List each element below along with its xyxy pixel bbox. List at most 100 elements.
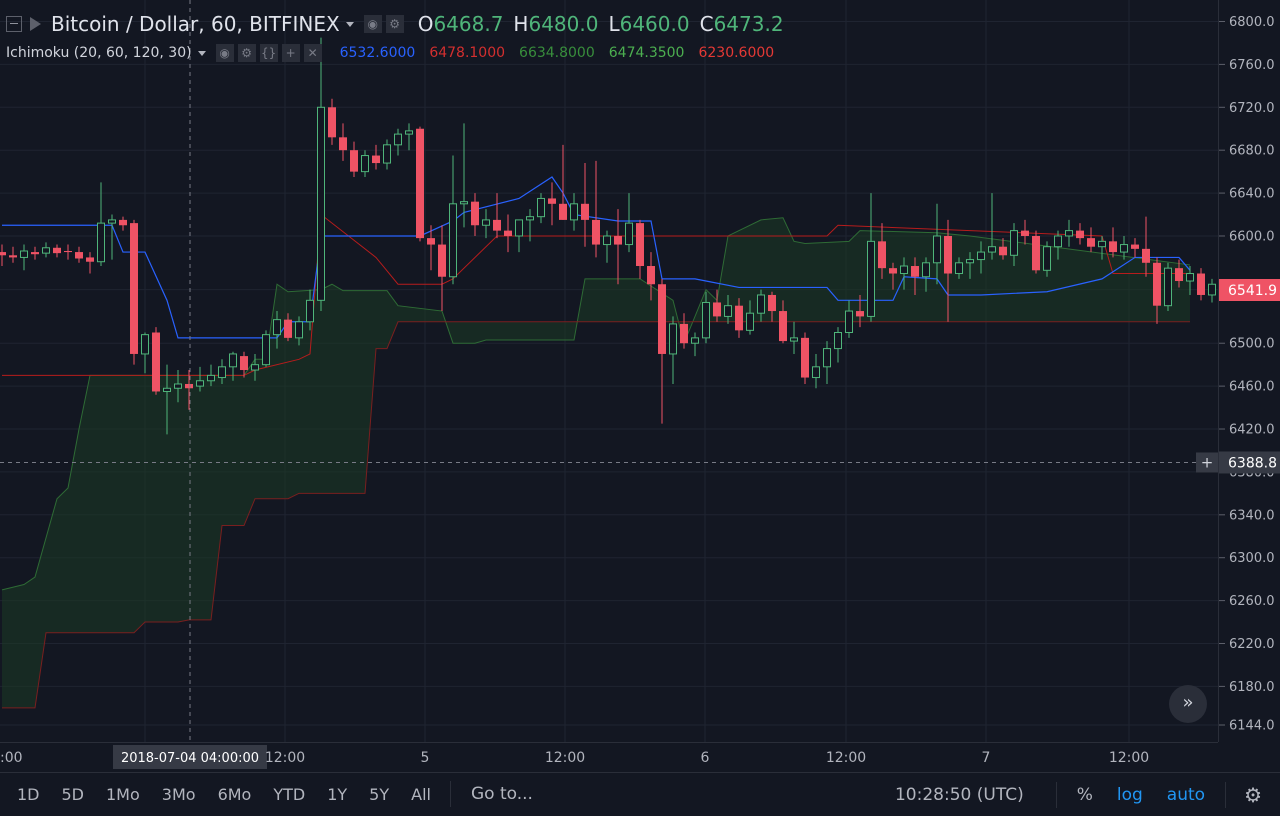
candle[interactable]: [97, 182, 105, 267]
candle[interactable]: [493, 193, 501, 239]
candle[interactable]: [273, 311, 281, 349]
candle[interactable]: [647, 252, 655, 301]
double-chevron-right-icon[interactable]: »: [1169, 685, 1207, 723]
candle[interactable]: [405, 123, 413, 151]
candle[interactable]: [130, 219, 138, 365]
candle[interactable]: [262, 330, 270, 367]
auto-toggle[interactable]: auto: [1166, 784, 1206, 805]
candle[interactable]: [1208, 278, 1216, 303]
candlestick-chart[interactable]: +: [0, 0, 1227, 742]
candle[interactable]: [1175, 259, 1183, 288]
candle[interactable]: [504, 214, 512, 253]
candle[interactable]: [955, 257, 963, 279]
period-ytd[interactable]: YTD: [273, 784, 306, 804]
candle[interactable]: [812, 353, 820, 389]
candle[interactable]: [592, 160, 600, 258]
source-icon[interactable]: {}: [259, 44, 278, 62]
chart-pane[interactable]: + Bitcoin / Dollar, 60, BITFINEX ◉ ⚙ O 64…: [0, 0, 1227, 742]
candle[interactable]: [977, 241, 985, 274]
candle[interactable]: [713, 289, 721, 322]
candle[interactable]: [889, 262, 897, 290]
gear-icon[interactable]: ⚙: [237, 44, 256, 62]
candle[interactable]: [735, 298, 743, 338]
candle[interactable]: [383, 139, 391, 170]
candle[interactable]: [526, 209, 534, 242]
candle[interactable]: [911, 257, 919, 295]
minus-square-icon[interactable]: [6, 16, 22, 32]
candle[interactable]: [64, 244, 72, 260]
period-all[interactable]: All: [411, 784, 431, 804]
utc-clock[interactable]: 10:28:50 (UTC): [894, 784, 1024, 805]
time-axis[interactable]: :00 2018-07-04 04:00:00 12:00 5 12:00 6 12:00 7…: [0, 742, 1218, 772]
period-1y[interactable]: 1Y: [327, 784, 348, 804]
flag-icon[interactable]: [30, 17, 41, 31]
candle[interactable]: [614, 209, 622, 285]
percent-toggle[interactable]: %: [1076, 784, 1093, 805]
candle[interactable]: [119, 216, 127, 231]
plus-icon[interactable]: +: [281, 44, 300, 62]
candle[interactable]: [86, 252, 94, 274]
candle[interactable]: [988, 193, 996, 260]
candle[interactable]: [251, 353, 259, 381]
candle[interactable]: [53, 244, 61, 258]
candle[interactable]: [1032, 230, 1040, 274]
candle[interactable]: [416, 126, 424, 242]
price-axis[interactable]: 6800.06760.06720.06680.06640.06600.06550…: [1218, 0, 1280, 742]
candle[interactable]: [1043, 241, 1051, 277]
candle[interactable]: [152, 327, 160, 395]
candle[interactable]: [174, 370, 182, 403]
candle[interactable]: [339, 123, 347, 161]
period-6mo[interactable]: 6Mo: [217, 784, 252, 804]
candle[interactable]: [537, 193, 545, 224]
candle[interactable]: [867, 193, 875, 322]
candle[interactable]: [1098, 235, 1106, 260]
candle[interactable]: [944, 219, 952, 322]
eye-icon[interactable]: ◉: [363, 15, 382, 33]
candle[interactable]: [603, 230, 611, 263]
candle[interactable]: [471, 193, 479, 236]
candle[interactable]: [1076, 223, 1084, 245]
candle[interactable]: [229, 351, 237, 381]
candle[interactable]: [746, 300, 754, 335]
candle[interactable]: [163, 364, 171, 435]
chevron-down-icon[interactable]: [345, 21, 354, 27]
candle[interactable]: [284, 313, 292, 342]
period-3mo[interactable]: 3Mo: [161, 784, 196, 804]
candle[interactable]: [1153, 257, 1161, 324]
candle[interactable]: [1142, 216, 1150, 277]
candle[interactable]: [1010, 223, 1018, 267]
candle[interactable]: [108, 214, 116, 260]
candle[interactable]: [757, 289, 765, 322]
candle[interactable]: [834, 327, 842, 363]
candle[interactable]: [482, 209, 490, 239]
candle[interactable]: [218, 359, 226, 384]
candle[interactable]: [801, 332, 809, 384]
period-1d[interactable]: 1D: [17, 784, 40, 804]
candle[interactable]: [1065, 219, 1073, 247]
crosshair-add-bg[interactable]: [1196, 452, 1218, 473]
candle[interactable]: [1131, 238, 1139, 258]
candle[interactable]: [845, 300, 853, 338]
candle[interactable]: [1054, 230, 1062, 260]
candle[interactable]: [317, 37, 325, 312]
indicator-name[interactable]: Ichimoku (20, 60, 120, 30): [6, 45, 192, 61]
candle[interactable]: [1164, 262, 1172, 312]
candle[interactable]: [460, 123, 468, 228]
chevron-down-icon[interactable]: [197, 50, 206, 56]
log-toggle[interactable]: log: [1116, 784, 1143, 805]
candle[interactable]: [1087, 227, 1095, 253]
candle[interactable]: [999, 238, 1007, 260]
candle[interactable]: [372, 144, 380, 170]
candle[interactable]: [9, 246, 17, 263]
candle[interactable]: [196, 366, 204, 392]
candle[interactable]: [515, 219, 523, 253]
candle[interactable]: [559, 144, 567, 220]
candle[interactable]: [42, 242, 50, 258]
candle[interactable]: [669, 316, 677, 384]
candle[interactable]: [240, 351, 248, 378]
period-5d[interactable]: 5D: [61, 784, 85, 804]
candle[interactable]: [438, 225, 446, 312]
candle[interactable]: [31, 246, 39, 260]
period-1mo[interactable]: 1Mo: [106, 784, 140, 804]
candle[interactable]: [361, 150, 369, 177]
